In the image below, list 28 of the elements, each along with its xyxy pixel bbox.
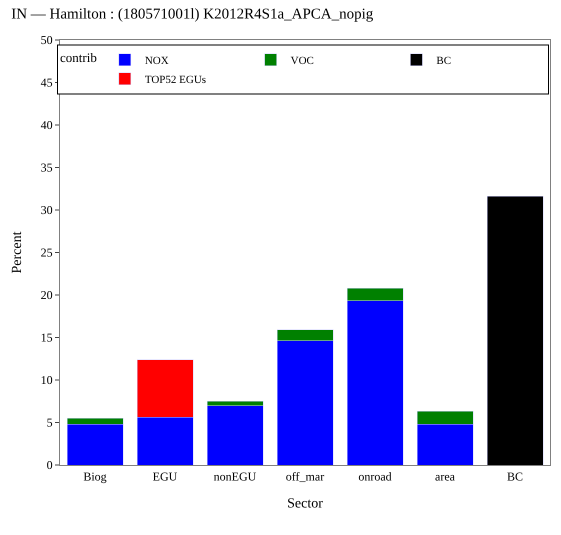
x-tick-label: onroad: [358, 469, 392, 484]
x-tick-label: EGU: [152, 469, 178, 484]
chart-title: IN — Hamilton : (180571001l) K2012R4S1a_APCA_nopig: [11, 6, 374, 23]
y-tick-label: 50: [40, 33, 53, 48]
y-tick-label: 45: [40, 76, 53, 90]
legend-label: VOC: [290, 55, 314, 68]
legend-label: TOP52 EGUs: [144, 74, 206, 86]
bar: [206, 405, 264, 465]
y-tick-label: 20: [40, 288, 53, 302]
y-tick-label: 30: [40, 203, 53, 218]
legend-label: BC: [436, 55, 452, 68]
legend-title: contrib: [60, 50, 97, 66]
x-tick-label: Biog: [83, 469, 107, 484]
y-tick-label: 35: [40, 160, 53, 175]
legend-label: NOX: [144, 55, 169, 68]
y-tick-label: 0: [46, 458, 53, 472]
x-tick-label: off_mar: [286, 469, 324, 484]
y-tick-label: 5: [46, 416, 53, 430]
bar: [486, 196, 544, 465]
y-tick-label: 10: [40, 373, 53, 388]
y-tick-label: 25: [40, 246, 53, 260]
x-axis-title: Sector: [287, 496, 324, 512]
y-tick-label: 15: [40, 330, 53, 345]
y-tick-label: 40: [40, 118, 53, 132]
y-axis-title: Percent: [10, 231, 26, 274]
x-tick-label: area: [435, 469, 456, 484]
x-tick-label: BC: [506, 469, 524, 484]
x-tick-label: nonEGU: [214, 469, 257, 484]
